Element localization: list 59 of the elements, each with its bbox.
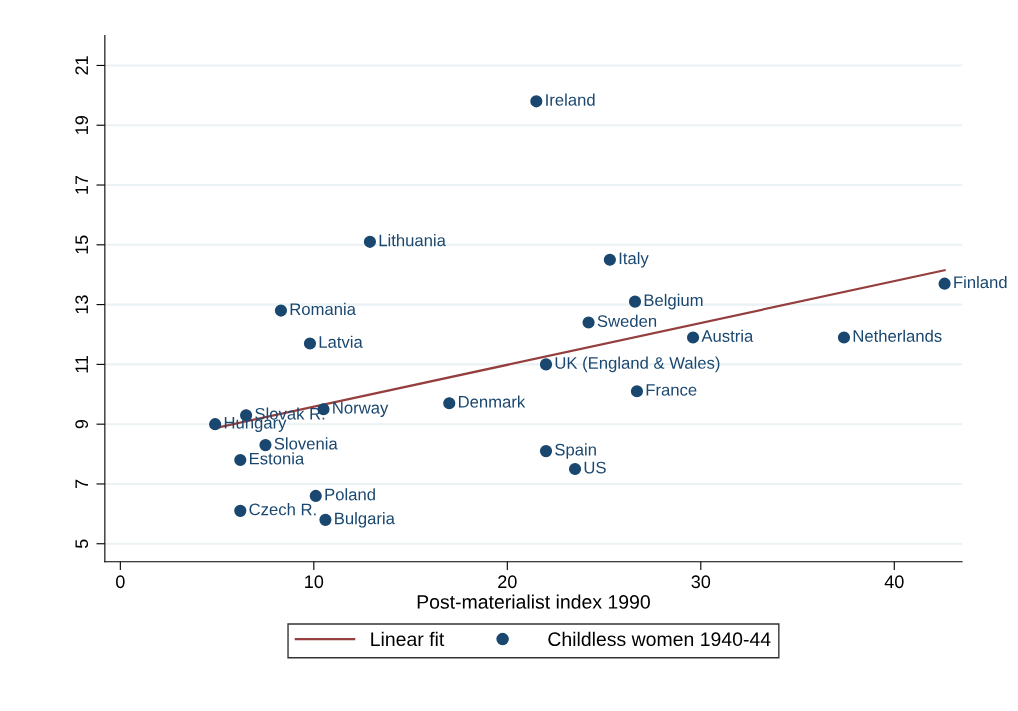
y-tick-label: 13 (75, 295, 89, 314)
y-tick-label: 7 (75, 479, 88, 489)
annotation: Lithuania (379, 234, 446, 247)
y-tick-label: 17 (75, 175, 88, 194)
annotation: Poland (325, 488, 375, 501)
annotation: Bulgaria (335, 512, 395, 528)
point (259, 439, 272, 452)
annotation: Netherlands (853, 329, 942, 342)
annotation: France (646, 384, 697, 396)
point (234, 453, 247, 467)
annotation: Italy (619, 251, 649, 268)
point (539, 445, 553, 458)
annotation: Sweden (597, 314, 657, 328)
y-tick-label: 9 (75, 420, 89, 429)
point (319, 513, 332, 526)
y-tick-label: 15 (75, 235, 89, 254)
x-tick-label: 40 (884, 575, 904, 589)
annotation: UK (England & Wales) (555, 356, 720, 373)
y-tick-label: 11 (75, 355, 88, 373)
point (628, 295, 642, 308)
annotation: Finland (954, 275, 1007, 289)
annotation: Latvia (319, 335, 363, 348)
x-tick-label: 20 (498, 575, 517, 589)
y-tick-label: 5 (75, 539, 89, 549)
x-tick-label: 10 (305, 575, 324, 589)
annotation: Spain (555, 443, 596, 459)
point (686, 331, 700, 344)
y-tick-label: 21 (75, 56, 88, 75)
annotation: Belgium (644, 293, 703, 310)
annotation: Ireland (546, 93, 595, 106)
annotation: Estonia (250, 452, 305, 465)
point (603, 253, 616, 266)
annotation: US (584, 461, 606, 474)
point (630, 385, 644, 398)
x-tick-label: 0 (116, 575, 125, 589)
point (234, 504, 247, 517)
point (443, 397, 456, 410)
point (303, 337, 317, 350)
y-tick-label: 19 (75, 116, 89, 134)
annotation: Slovenia (274, 437, 338, 450)
point (363, 235, 377, 248)
point (568, 462, 582, 476)
point (582, 316, 595, 329)
x-axis-title: Post-materialist index 1990 (417, 594, 650, 609)
point (938, 277, 951, 290)
point (209, 418, 222, 431)
point (530, 95, 543, 108)
point (309, 489, 322, 502)
annotation: Czech R. (249, 503, 316, 516)
point (274, 304, 288, 317)
annotation: Denmark (458, 395, 526, 408)
annotation: Norway (333, 402, 389, 417)
legend-label: Childless women 1940-44 (548, 631, 771, 647)
point (837, 331, 851, 344)
legend-label: Linear fit (371, 631, 445, 647)
point (539, 358, 553, 371)
annotation: Romania (290, 302, 356, 316)
x-tick-label: 30 (691, 575, 711, 589)
annotation: Austria (701, 329, 754, 342)
